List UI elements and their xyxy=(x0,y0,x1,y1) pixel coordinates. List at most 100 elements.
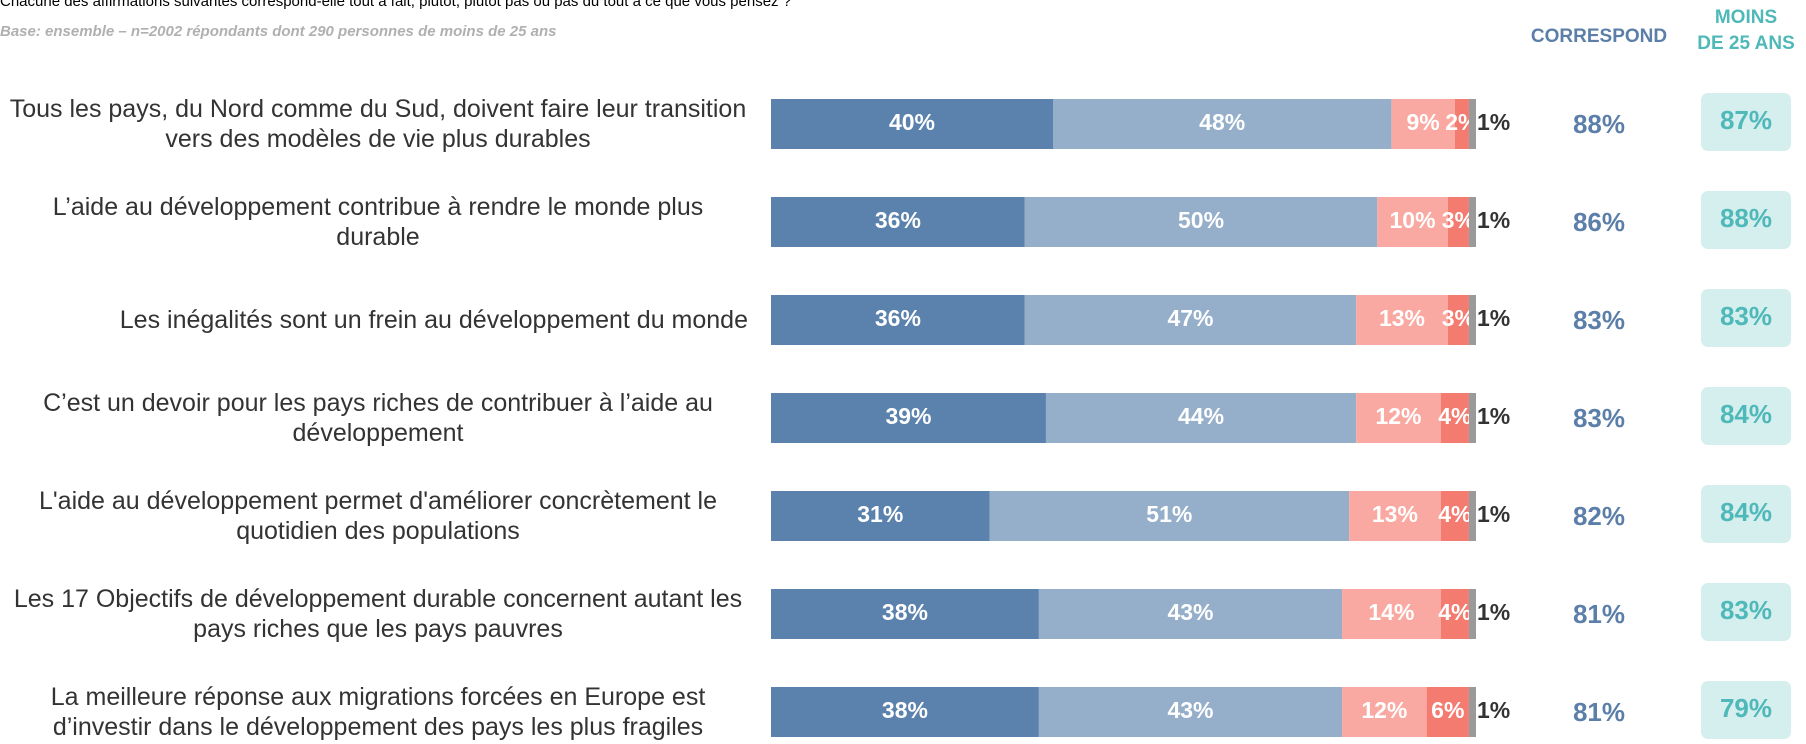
bar-segment xyxy=(1447,295,1469,345)
value-label: 14% xyxy=(1368,599,1414,625)
summary-value: 88% xyxy=(1720,203,1772,233)
bar-segment xyxy=(1024,295,1357,345)
summary-value: 81% xyxy=(1573,697,1625,727)
bar-segment xyxy=(771,393,1046,443)
bar-segment xyxy=(1447,197,1469,247)
category-label-box: Tous les pays, du Nord comme du Sud, doi… xyxy=(0,84,748,164)
column-header: MOINS xyxy=(1715,7,1777,28)
bar-segment xyxy=(1342,589,1441,639)
category-label-box: L'aide au développement permet d'amélior… xyxy=(0,476,748,556)
value-label: 47% xyxy=(1167,305,1213,331)
summary-value: 81% xyxy=(1573,599,1625,629)
question: Chacune des affirmations suivantes corre… xyxy=(0,0,791,10)
value-label: 1% xyxy=(1477,599,1510,625)
value-label: 40% xyxy=(889,109,935,135)
bar-segment xyxy=(1391,99,1455,149)
bar-segment xyxy=(771,491,990,541)
bar-segment xyxy=(1038,589,1343,639)
bar-segment xyxy=(1440,589,1469,639)
summary-value: 83% xyxy=(1720,595,1772,625)
bar-segment xyxy=(1356,295,1448,345)
bar-segment xyxy=(1440,491,1469,541)
value-label: 4% xyxy=(1438,599,1471,625)
bar-segment xyxy=(1468,197,1476,247)
summary-value: 88% xyxy=(1573,109,1625,139)
summary-value: 86% xyxy=(1573,207,1625,237)
bar-segment xyxy=(1053,99,1392,149)
summary-value: 83% xyxy=(1573,403,1625,433)
summary-box xyxy=(1701,191,1791,249)
bar-segment xyxy=(1468,491,1476,541)
category-label: Les inégalités sont un frein au développ… xyxy=(119,306,748,334)
bar-segment xyxy=(1468,687,1476,737)
summary-box xyxy=(1701,93,1791,151)
value-label: 36% xyxy=(875,305,921,331)
value-label: 1% xyxy=(1477,697,1510,723)
bar-segment xyxy=(1454,99,1469,149)
bar-segment xyxy=(1377,197,1448,247)
value-label: 38% xyxy=(882,697,928,723)
summary-box xyxy=(1701,387,1791,445)
value-label: 51% xyxy=(1146,501,1192,527)
category-label: Les 17 Objectifs de développement durabl… xyxy=(13,585,743,643)
value-label: 4% xyxy=(1438,403,1471,429)
bar-segment xyxy=(1468,589,1476,639)
category-label-box: L’aide au développement contribue à rend… xyxy=(0,182,748,262)
category-label: La meilleure réponse aux migrations forc… xyxy=(50,683,706,741)
bar-segment xyxy=(1468,99,1476,149)
bar-segment xyxy=(1024,197,1378,247)
summary-box xyxy=(1701,583,1791,641)
value-label: 13% xyxy=(1379,305,1425,331)
summary-value: 83% xyxy=(1720,301,1772,331)
bar-segment xyxy=(989,491,1350,541)
column-header: DE 25 ANS xyxy=(1697,33,1795,54)
bar-segment xyxy=(1440,393,1469,443)
bar-segment xyxy=(771,687,1039,737)
value-label: 43% xyxy=(1167,599,1213,625)
bar-segment xyxy=(1356,393,1441,443)
summary-box xyxy=(1701,681,1791,739)
value-label: 1% xyxy=(1477,109,1510,135)
value-label: 12% xyxy=(1361,697,1407,723)
value-label: 13% xyxy=(1372,501,1418,527)
category-label: L’aide au développement contribue à rend… xyxy=(52,193,704,251)
summary-box xyxy=(1701,289,1791,347)
base-note: Base: ensemble – n=2002 répondants dont … xyxy=(0,23,556,40)
bar-segment xyxy=(1426,687,1469,737)
value-label: 31% xyxy=(857,501,903,527)
value-label: 1% xyxy=(1477,305,1510,331)
value-label: 50% xyxy=(1178,207,1224,233)
value-label: 48% xyxy=(1199,109,1245,135)
category-label: L'aide au développement permet d'amélior… xyxy=(39,487,717,545)
category-label-box: Les inégalités sont un frein au développ… xyxy=(0,280,748,360)
bar-segment xyxy=(1342,687,1427,737)
category-label: Tous les pays, du Nord comme du Sud, doi… xyxy=(9,95,747,153)
summary-value: 82% xyxy=(1573,501,1625,531)
value-label: 1% xyxy=(1477,207,1510,233)
value-label: 38% xyxy=(882,599,928,625)
category-label-box: La meilleure réponse aux migrations forc… xyxy=(0,672,748,744)
bar-segment xyxy=(1038,687,1343,737)
summary-value: 84% xyxy=(1720,399,1772,429)
value-label: 43% xyxy=(1167,697,1213,723)
value-label: 9% xyxy=(1407,109,1440,135)
summary-value: 79% xyxy=(1720,693,1772,723)
value-label: 12% xyxy=(1375,403,1421,429)
bar-segment xyxy=(771,295,1025,345)
category-label-box: Les 17 Objectifs de développement durabl… xyxy=(0,574,748,654)
summary-value: 84% xyxy=(1720,497,1772,527)
bar-segment xyxy=(1468,295,1476,345)
value-label: 10% xyxy=(1390,207,1436,233)
value-label: 1% xyxy=(1477,403,1510,429)
category-label: C’est un devoir pour les pays riches de … xyxy=(43,389,713,447)
value-label: 36% xyxy=(875,207,921,233)
column-header: CORRESPOND xyxy=(1531,26,1667,47)
value-label: 44% xyxy=(1178,403,1224,429)
summary-value: 83% xyxy=(1573,305,1625,335)
value-label: 39% xyxy=(885,403,931,429)
bar-segment xyxy=(1349,491,1441,541)
category-label-box: C’est un devoir pour les pays riches de … xyxy=(0,378,748,458)
value-label: 4% xyxy=(1438,501,1471,527)
